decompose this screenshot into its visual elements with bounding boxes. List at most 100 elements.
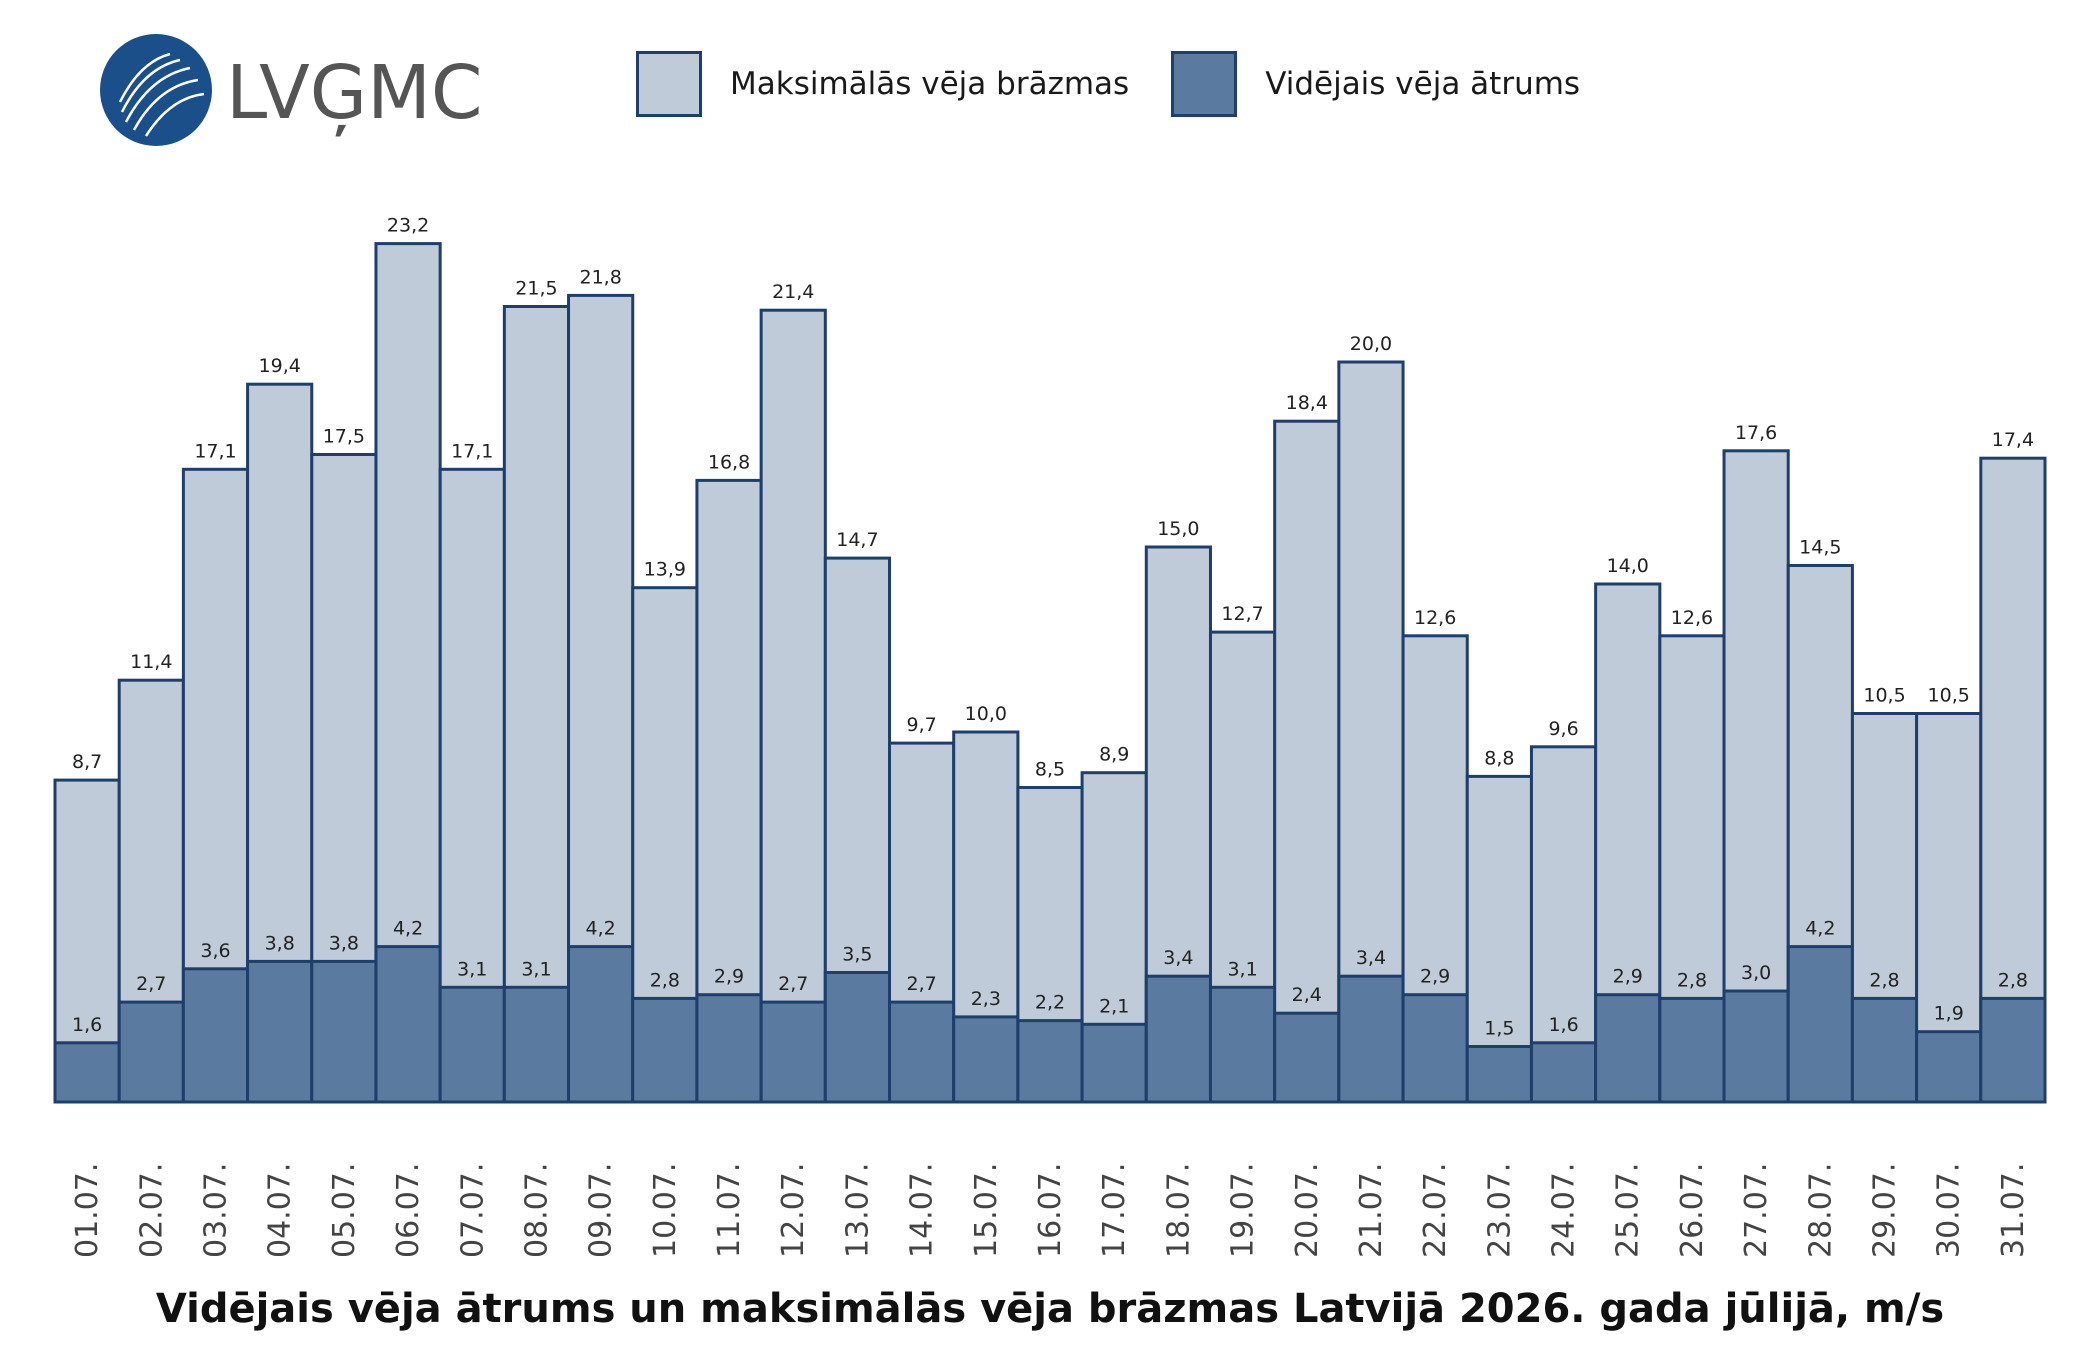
label-max-gust-11: 16,8 bbox=[708, 451, 750, 473]
bar-mean-wind-4 bbox=[246, 959, 314, 1104]
label-max-gust-30: 10,5 bbox=[1928, 685, 1970, 707]
label-mean-wind-12: 2,7 bbox=[778, 973, 808, 995]
label-max-gust-18: 15,0 bbox=[1157, 518, 1199, 540]
label-max-gust-3: 17,1 bbox=[194, 440, 236, 462]
label-max-gust-12: 21,4 bbox=[772, 281, 814, 303]
x-tick-label-16: 16.07. bbox=[1033, 1163, 1068, 1258]
bar-max-gust-20 bbox=[1273, 419, 1341, 1104]
label-max-gust-21: 20,0 bbox=[1350, 333, 1392, 355]
legend-item-max-gusts: Maksimālās vēja brāzmas bbox=[636, 51, 1129, 117]
x-tick-label-19: 19.07. bbox=[1226, 1163, 1261, 1258]
label-mean-wind-2: 2,7 bbox=[136, 973, 166, 995]
label-max-gust-31: 17,4 bbox=[1992, 429, 2034, 451]
bar-mean-wind-30 bbox=[1915, 1030, 1983, 1104]
label-mean-wind-22: 2,9 bbox=[1420, 966, 1450, 988]
x-tick-label-30: 30.07. bbox=[1932, 1163, 1967, 1258]
x-tick-label-23: 23.07. bbox=[1482, 1163, 1517, 1258]
label-max-gust-16: 8,5 bbox=[1035, 759, 1065, 781]
label-max-gust-23: 8,8 bbox=[1484, 747, 1514, 769]
bar-mean-wind-26 bbox=[1658, 996, 1726, 1104]
label-mean-wind-24: 1,6 bbox=[1548, 1014, 1578, 1036]
x-tick-label-28: 28.07. bbox=[1803, 1163, 1838, 1258]
label-max-gust-9: 21,8 bbox=[579, 266, 621, 288]
bar-mean-wind-19 bbox=[1208, 985, 1277, 1104]
label-max-gust-27: 17,6 bbox=[1735, 422, 1777, 444]
label-mean-wind-4: 3,8 bbox=[265, 932, 295, 954]
x-tick-label-22: 22.07. bbox=[1418, 1163, 1453, 1258]
label-mean-wind-8: 3,1 bbox=[521, 958, 551, 980]
bar-mean-wind-24 bbox=[1529, 1041, 1598, 1104]
x-tick-label-5: 05.07. bbox=[327, 1163, 362, 1258]
label-mean-wind-14: 2,7 bbox=[907, 973, 937, 995]
bar-mean-wind-1 bbox=[53, 1041, 121, 1104]
bar-mean-wind-3 bbox=[181, 967, 250, 1104]
bar-mean-wind-15 bbox=[952, 1015, 1020, 1104]
x-tick-label-21: 21.07. bbox=[1354, 1163, 1389, 1258]
bar-mean-wind-12 bbox=[759, 1000, 827, 1104]
x-tick-label-25: 25.07. bbox=[1611, 1163, 1646, 1258]
bar-max-gust-8 bbox=[502, 305, 571, 1104]
label-max-gust-17: 8,9 bbox=[1099, 744, 1129, 766]
x-tick-label-13: 13.07. bbox=[840, 1163, 875, 1258]
bar-mean-wind-6 bbox=[374, 945, 442, 1104]
label-mean-wind-28: 4,2 bbox=[1805, 918, 1835, 940]
x-tick-label-6: 06.07. bbox=[391, 1163, 426, 1258]
label-max-gust-5: 17,5 bbox=[323, 426, 365, 448]
bar-mean-wind-20 bbox=[1273, 1011, 1341, 1104]
bar-mean-wind-25 bbox=[1594, 993, 1662, 1104]
label-max-gust-14: 9,7 bbox=[907, 714, 937, 736]
x-tick-label-29: 29.07. bbox=[1868, 1163, 1903, 1258]
bar-mean-wind-27 bbox=[1722, 989, 1790, 1104]
label-mean-wind-23: 1,5 bbox=[1484, 1018, 1514, 1040]
label-max-gust-26: 12,6 bbox=[1671, 607, 1713, 629]
chart-title: Vidējais vēja ātrums un maksimālās vēja … bbox=[155, 1286, 1945, 1332]
label-max-gust-24: 9,6 bbox=[1548, 718, 1578, 740]
label-mean-wind-29: 2,8 bbox=[1869, 969, 1899, 991]
x-tick-label-4: 04.07. bbox=[263, 1163, 298, 1258]
x-tick-label-31: 31.07. bbox=[1996, 1163, 2031, 1258]
label-max-gust-19: 12,7 bbox=[1221, 603, 1263, 625]
label-mean-wind-20: 2,4 bbox=[1292, 984, 1322, 1006]
x-tick-label-10: 10.07. bbox=[648, 1163, 683, 1258]
bar-mean-wind-14 bbox=[888, 1000, 956, 1104]
label-max-gust-2: 11,4 bbox=[130, 651, 172, 673]
label-mean-wind-5: 3,8 bbox=[329, 932, 359, 954]
x-tick-label-26: 26.07. bbox=[1675, 1163, 1710, 1258]
bar-mean-wind-10 bbox=[631, 996, 699, 1104]
label-max-gust-22: 12,6 bbox=[1414, 607, 1456, 629]
legend-swatch-mean-wind bbox=[1171, 51, 1238, 117]
bar-mean-wind-2 bbox=[117, 1000, 185, 1104]
label-mean-wind-26: 2,8 bbox=[1677, 969, 1707, 991]
bar-mean-wind-5 bbox=[310, 959, 378, 1104]
x-tick-label-12: 12.07. bbox=[776, 1163, 811, 1258]
x-tick-label-20: 20.07. bbox=[1290, 1163, 1325, 1258]
bar-mean-wind-21 bbox=[1337, 974, 1405, 1104]
label-mean-wind-3: 3,6 bbox=[200, 940, 230, 962]
x-tick-label-14: 14.07. bbox=[905, 1163, 940, 1258]
label-mean-wind-10: 2,8 bbox=[650, 969, 680, 991]
bar-mean-wind-22 bbox=[1401, 993, 1469, 1104]
legend-item-mean-wind: Vidējais vēja ātrums bbox=[1171, 51, 1580, 117]
label-mean-wind-13: 3,5 bbox=[842, 944, 872, 966]
x-tick-label-24: 24.07. bbox=[1547, 1163, 1582, 1258]
label-mean-wind-19: 3,1 bbox=[1227, 958, 1257, 980]
x-tick-label-2: 02.07. bbox=[134, 1163, 169, 1258]
label-mean-wind-16: 2,2 bbox=[1035, 992, 1065, 1014]
label-max-gust-10: 13,9 bbox=[644, 559, 686, 581]
bar-max-gust-31 bbox=[1979, 456, 2047, 1104]
x-tick-label-11: 11.07. bbox=[712, 1163, 747, 1258]
legend-label-mean-wind: Vidējais vēja ātrums bbox=[1265, 66, 1581, 102]
label-mean-wind-11: 2,9 bbox=[714, 966, 744, 988]
x-tick-label-27: 27.07. bbox=[1739, 1163, 1774, 1258]
label-max-gust-7: 17,1 bbox=[451, 440, 493, 462]
bar-mean-wind-18 bbox=[1144, 974, 1212, 1104]
legend-label-max-gusts: Maksimālās vēja brāzmas bbox=[730, 66, 1130, 102]
label-mean-wind-27: 3,0 bbox=[1741, 962, 1771, 984]
bar-mean-wind-29 bbox=[1850, 996, 1919, 1104]
x-tick-label-15: 15.07. bbox=[969, 1163, 1004, 1258]
label-max-gust-13: 14,7 bbox=[836, 529, 878, 551]
bar-mean-wind-9 bbox=[567, 945, 635, 1104]
label-max-gust-28: 14,5 bbox=[1799, 537, 1841, 559]
bar-mean-wind-13 bbox=[823, 971, 892, 1104]
